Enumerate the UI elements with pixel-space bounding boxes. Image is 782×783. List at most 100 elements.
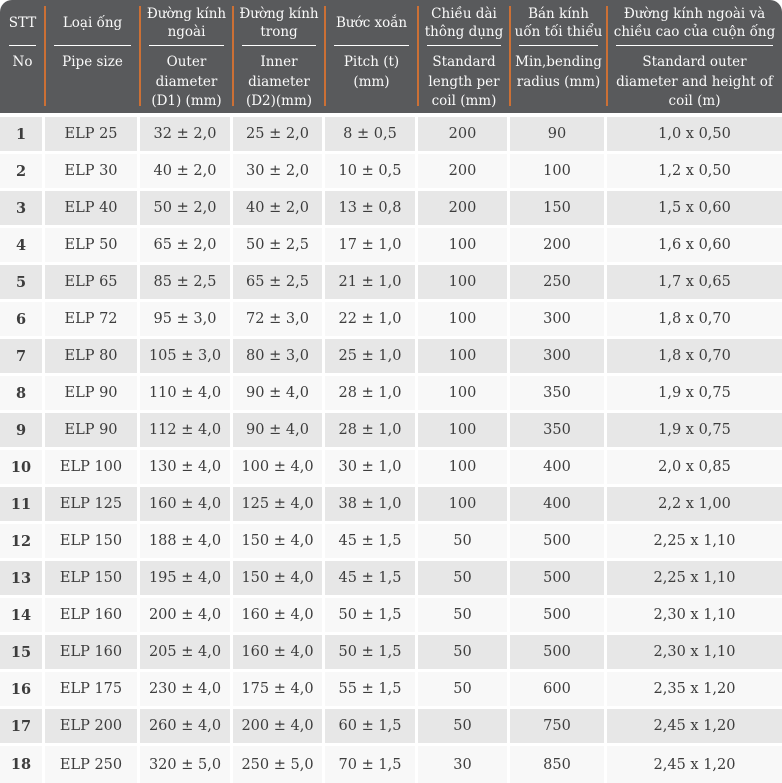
row-number-cell: 17 (0, 709, 45, 746)
table-row: 5 ELP 65 85 ± 2,5 65 ± 2,5 21 ± 1,0 100 250 1,7… (0, 265, 782, 302)
cell: 1,2 x 0,50 (607, 154, 782, 191)
column-header-7: Đường kính ngoài và chiều cao của cuộn ố… (607, 0, 782, 113)
cell: 2,45 x 1,20 (607, 746, 782, 783)
cell: 195 ± 4,0 (140, 561, 233, 598)
cell: 100 (418, 413, 510, 450)
cell: 40 ± 2,0 (140, 154, 233, 191)
header-divider-line (427, 45, 501, 46)
row-number-cell: 2 (0, 154, 45, 191)
cell: 350 (510, 413, 607, 450)
cell: ELP 160 (45, 635, 140, 672)
cell: ELP 125 (45, 487, 140, 524)
cell: 100 (510, 154, 607, 191)
cell: 300 (510, 339, 607, 376)
cell: ELP 150 (45, 524, 140, 561)
cell: 160 ± 4,0 (140, 487, 233, 524)
table-row: 17 ELP 200 260 ± 4,0 200 ± 4,0 60 ± 1,5 50 750… (0, 709, 782, 746)
cell: 1,8 x 0,70 (607, 302, 782, 339)
cell: 40 ± 2,0 (233, 191, 325, 228)
cell: 150 (510, 191, 607, 228)
header-label-en: No (12, 54, 33, 70)
header-label-vi: Đường kính ngoài (146, 6, 227, 40)
cell: ELP 160 (45, 598, 140, 635)
cell: 160 ± 4,0 (233, 635, 325, 672)
header-divider-line (9, 45, 36, 46)
table-row: 7 ELP 80 105 ± 3,0 80 ± 3,0 25 ± 1,0 100 300 1,… (0, 339, 782, 376)
table-row: 1 ELP 25 32 ± 2,0 25 ± 2,0 8 ± 0,5 200 90 1,0 x… (0, 117, 782, 154)
cell: 50 (418, 709, 510, 746)
row-number-cell: 8 (0, 376, 45, 413)
cell: 200 (510, 228, 607, 265)
row-number-cell: 5 (0, 265, 45, 302)
header-label-vi: Đường kính ngoài và chiều cao của cuộn ố… (613, 6, 776, 40)
cell: 65 ± 2,0 (140, 228, 233, 265)
cell: 50 ± 1,5 (325, 635, 418, 672)
cell: 38 ± 1,0 (325, 487, 418, 524)
cell: 32 ± 2,0 (140, 117, 233, 154)
cell: 2,2 x 1,00 (607, 487, 782, 524)
header-divider-line (334, 45, 409, 46)
cell: 260 ± 4,0 (140, 709, 233, 746)
column-header-3: Đường kính trong Inner diameter (D2)(mm) (233, 0, 326, 113)
cell: 50 (418, 598, 510, 635)
cell: ELP 40 (45, 191, 140, 228)
cell: 230 ± 4,0 (140, 672, 233, 709)
table-row: 9 ELP 90 112 ± 4,0 90 ± 4,0 28 ± 1,0 100 350 1,… (0, 413, 782, 450)
cell: 8 ± 0,5 (325, 117, 418, 154)
header-divider-line (54, 45, 131, 46)
cell: ELP 175 (45, 672, 140, 709)
row-number-cell: 14 (0, 598, 45, 635)
header-label-vi: Đường kính trong (239, 6, 319, 40)
cell: 400 (510, 487, 607, 524)
cell: 500 (510, 524, 607, 561)
cell: 50 (418, 672, 510, 709)
cell: 750 (510, 709, 607, 746)
column-header-0: STT No (0, 0, 46, 113)
header-label-vi: Loại ống (62, 15, 123, 32)
header-divider-line (616, 45, 773, 46)
cell: ELP 90 (45, 413, 140, 450)
header-label-en: Min,bending radius (mm) (515, 54, 602, 90)
cell: 65 ± 2,5 (233, 265, 325, 302)
table-row: 2 ELP 30 40 ± 2,0 30 ± 2,0 10 ± 0,5 200 100 1,2… (0, 154, 782, 191)
table-row: 15 ELP 160 205 ± 4,0 160 ± 4,0 50 ± 1,5 50 500… (0, 635, 782, 672)
cell: 100 ± 4,0 (233, 450, 325, 487)
cell: ELP 50 (45, 228, 140, 265)
cell: 1,9 x 0,75 (607, 376, 782, 413)
row-number-cell: 18 (0, 746, 45, 783)
header-label-en: Pitch (t)(mm) (343, 54, 400, 90)
cell: 90 ± 4,0 (233, 413, 325, 450)
cell: 2,30 x 1,10 (607, 635, 782, 672)
cell: 112 ± 4,0 (140, 413, 233, 450)
cell: 25 ± 1,0 (325, 339, 418, 376)
cell: 1,9 x 0,75 (607, 413, 782, 450)
cell: 17 ± 1,0 (325, 228, 418, 265)
table-row: 4 ELP 50 65 ± 2,0 50 ± 2,5 17 ± 1,0 100 200 1,6… (0, 228, 782, 265)
table-row: 10 ELP 100 130 ± 4,0 100 ± 4,0 30 ± 1,0 100 40… (0, 450, 782, 487)
table-row: 16 ELP 175 230 ± 4,0 175 ± 4,0 55 ± 1,5 50 600… (0, 672, 782, 709)
cell: 50 (418, 561, 510, 598)
cell: 1,0 x 0,50 (607, 117, 782, 154)
cell: 2,0 x 0,85 (607, 450, 782, 487)
cell: 400 (510, 450, 607, 487)
cell: 80 ± 3,0 (233, 339, 325, 376)
cell: 100 (418, 450, 510, 487)
cell: 200 (418, 154, 510, 191)
cell: 1,5 x 0,60 (607, 191, 782, 228)
cell: 160 ± 4,0 (233, 598, 325, 635)
table-row: 11 ELP 125 160 ± 4,0 125 ± 4,0 38 ± 1,0 100 40… (0, 487, 782, 524)
cell: 200 ± 4,0 (233, 709, 325, 746)
row-number-cell: 12 (0, 524, 45, 561)
cell: 50 ± 1,5 (325, 598, 418, 635)
cell: 100 (418, 265, 510, 302)
cell: 200 ± 4,0 (140, 598, 233, 635)
column-header-4: Bước xoắn Pitch (t)(mm) (325, 0, 419, 113)
cell: 2,25 x 1,10 (607, 524, 782, 561)
cell: 25 ± 2,0 (233, 117, 325, 154)
header-divider-line (519, 45, 598, 46)
cell: 21 ± 1,0 (325, 265, 418, 302)
cell: 30 (418, 746, 510, 783)
cell: ELP 72 (45, 302, 140, 339)
cell: 10 ± 0,5 (325, 154, 418, 191)
table-row: 3 ELP 40 50 ± 2,0 40 ± 2,0 13 ± 0,8 200 150 1,5… (0, 191, 782, 228)
